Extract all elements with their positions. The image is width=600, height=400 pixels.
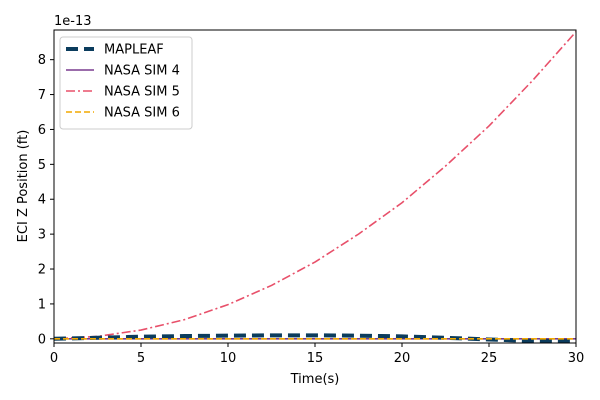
offset-text: 1e-13 <box>54 14 92 29</box>
legend-label-mapleaf: MAPLEAF <box>104 43 164 58</box>
x-axis-label: Time(s) <box>290 372 340 387</box>
legend: MAPLEAF NASA SIM 4 NASA SIM 5 NASA SIM 6 <box>59 36 193 130</box>
x-tick-label: 30 <box>568 351 585 366</box>
x-tick-label: 0 <box>50 351 58 366</box>
y-tick-label: 3 <box>38 228 46 243</box>
y-tick-label: 7 <box>38 88 46 103</box>
legend-label-nasa-sim-5: NASA SIM 5 <box>104 85 180 100</box>
plot-area <box>53 31 577 344</box>
x-tick-label: 10 <box>220 351 237 366</box>
x-axis: 0 5 10 15 20 25 30 <box>50 343 584 366</box>
legend-label-nasa-sim-4: NASA SIM 4 <box>104 64 180 79</box>
x-tick-label: 20 <box>394 351 411 366</box>
series-line-nasa-sim-5 <box>53 31 577 340</box>
y-tick-label: 2 <box>38 263 46 278</box>
x-tick-label: 25 <box>481 351 498 366</box>
x-tick-label: 5 <box>137 351 145 366</box>
y-tick-label: 5 <box>38 158 46 173</box>
y-tick-label: 6 <box>38 123 46 138</box>
y-axis-label: ECI Z Position (ft) <box>16 130 31 243</box>
x-tick-label: 15 <box>307 351 324 366</box>
y-axis: 0 1 2 3 4 5 6 7 8 <box>38 53 54 347</box>
y-tick-label: 4 <box>38 193 46 208</box>
y-tick-label: 1 <box>38 297 46 312</box>
y-tick-label: 0 <box>38 332 46 347</box>
y-tick-label: 8 <box>38 53 46 68</box>
legend-box <box>59 36 193 130</box>
legend-label-nasa-sim-6: NASA SIM 6 <box>104 106 180 121</box>
